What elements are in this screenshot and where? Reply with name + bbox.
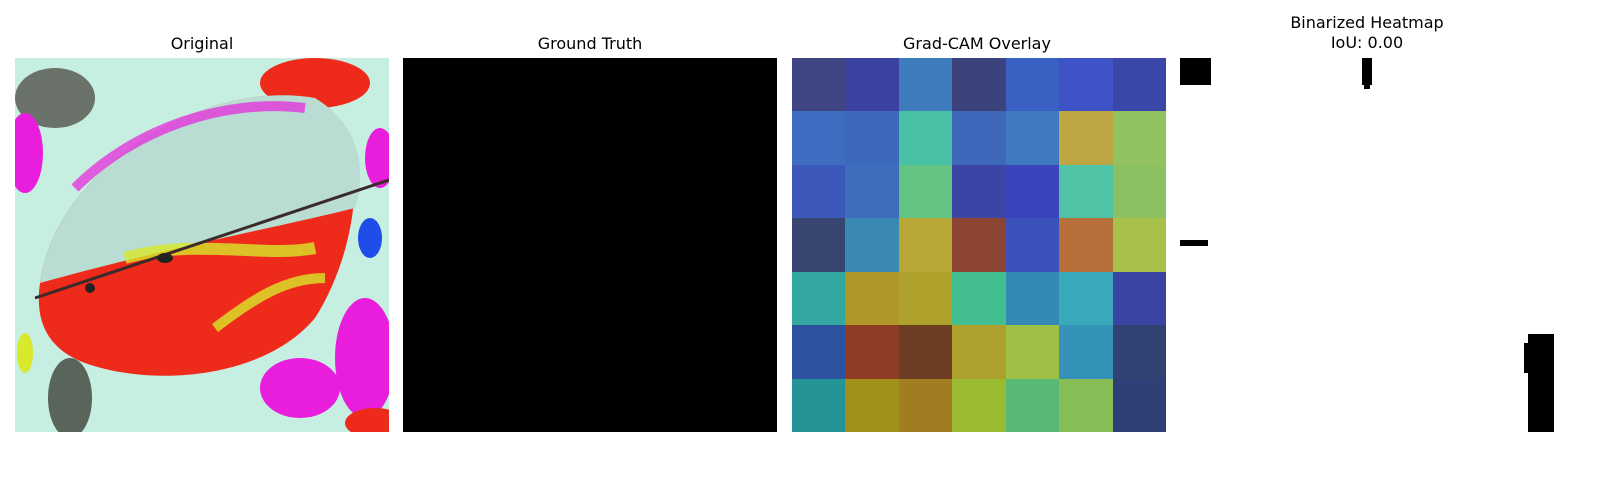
heatmap-cell — [898, 218, 953, 272]
heatmap-cell — [952, 218, 1006, 272]
binarized-heatmap — [1180, 58, 1554, 432]
heatmap-cell — [1059, 218, 1113, 272]
heatmap-cell — [898, 58, 953, 112]
heatmap-cell — [1005, 111, 1060, 165]
heatmap-cell — [845, 111, 899, 165]
heatmap-cell — [845, 325, 899, 379]
heatmap-cell — [792, 164, 846, 219]
heatmap-cell — [898, 164, 953, 219]
original-image — [15, 58, 389, 432]
heatmap-cell — [1112, 58, 1166, 112]
heatmap-cell — [898, 325, 953, 379]
heatmap-cell — [845, 218, 899, 272]
heatmap-cell — [1059, 271, 1113, 326]
heatmap-blob — [1528, 334, 1554, 432]
heatmap-cell — [1059, 111, 1113, 165]
heatmap-cell — [845, 378, 899, 432]
heatmap-cell — [1059, 164, 1113, 219]
heatmap-blob — [1180, 240, 1208, 246]
heatmap-cell — [898, 271, 953, 326]
heatmap-blob — [1524, 343, 1530, 373]
binarized-heading: Binarized Heatmap — [1290, 13, 1444, 32]
heatmap-cell — [1112, 325, 1166, 379]
leaf-image — [15, 58, 389, 432]
heatmap-cell — [792, 271, 846, 326]
heatmap-cell — [952, 271, 1006, 326]
heatmap-cell — [792, 325, 846, 379]
heatmap-cell — [1112, 271, 1166, 326]
heatmap-cell — [1005, 58, 1060, 112]
heatmap-cell — [1112, 164, 1166, 219]
heatmap-cell — [845, 58, 899, 112]
ground-truth-title: Ground Truth — [537, 34, 643, 53]
heatmap-cell — [1112, 111, 1166, 165]
heatmap-blob — [1362, 58, 1372, 85]
gradcam-title: Grad-CAM Overlay — [903, 34, 1051, 53]
original-title: Original — [170, 34, 234, 53]
heatmap-cell — [792, 378, 846, 432]
ground-truth-mask — [403, 58, 777, 432]
heatmap-cell — [1005, 164, 1060, 219]
binarized-title: Binarized Heatmap IoU: 0.00 — [1177, 13, 1557, 53]
heatmap-cell — [1059, 378, 1113, 432]
heatmap-cell — [1059, 58, 1113, 112]
heatmap-cell — [792, 58, 846, 112]
heatmap-cell — [952, 58, 1006, 112]
heatmap-cell — [845, 164, 899, 219]
heatmap-cell — [952, 378, 1006, 432]
heatmap-cell — [952, 164, 1006, 219]
heatmap-blob — [1364, 85, 1370, 89]
heatmap-cell — [792, 111, 846, 165]
heatmap-cell — [1112, 378, 1166, 432]
heatmap-cell — [1059, 325, 1113, 379]
heatmap-cell — [898, 378, 953, 432]
heatmap-cell — [952, 325, 1006, 379]
heatmap-cell — [1005, 378, 1060, 432]
heatmap-cell — [792, 218, 846, 272]
heatmap-cell — [898, 111, 953, 165]
heatmap-cell — [952, 111, 1006, 165]
heatmap-cell — [1005, 325, 1060, 379]
heatmap-cell — [845, 271, 899, 326]
heatmap-cell — [1005, 271, 1060, 326]
iou-score: IoU: 0.00 — [1330, 33, 1404, 52]
heatmap-cell — [1112, 218, 1166, 272]
heatmap-blob — [1180, 58, 1211, 85]
gradcam-overlay — [792, 58, 1166, 432]
heatmap-cell — [1005, 218, 1060, 272]
